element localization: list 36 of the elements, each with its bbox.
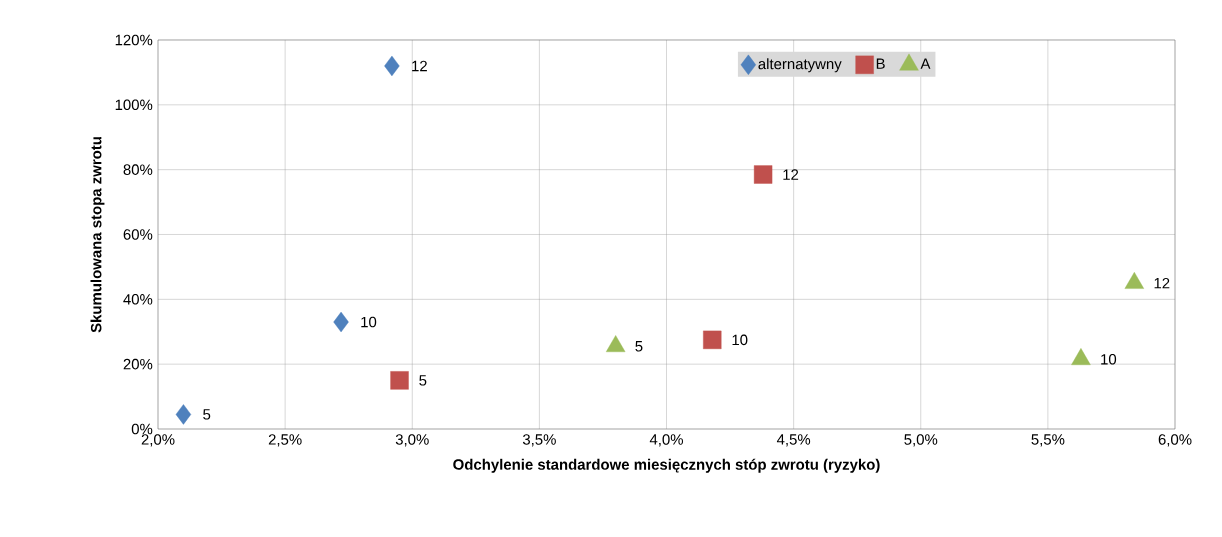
annotation: 5 — [203, 409, 211, 420]
point — [753, 165, 773, 184]
x-tick-label: 5,0% — [904, 434, 938, 447]
annotation: 5 — [635, 341, 643, 352]
point — [175, 404, 192, 425]
y-tick-label: 100% — [115, 99, 153, 111]
y-tick-label: 0% — [131, 423, 153, 435]
x-tick-label: 4,0% — [649, 434, 683, 447]
x-tick-label: 2,5% — [268, 434, 302, 447]
y-tick-label: 60% — [123, 229, 153, 240]
x-axis-title: Odchylenie standardowe miesięcznych stóp zwrotu (ryzyko) — [453, 458, 880, 473]
annotation: 5 — [419, 375, 427, 386]
point — [333, 311, 349, 333]
x-tick-label: 4,5% — [776, 434, 811, 447]
annotation: 12 — [1154, 277, 1170, 289]
point — [384, 55, 400, 77]
annotation: 10 — [361, 316, 377, 328]
y-tick-label: 80% — [123, 164, 153, 175]
x-tick-label: 3,0% — [395, 434, 429, 447]
x-tick-label: 6,0% — [1158, 434, 1192, 447]
y-tick-label: 40% — [123, 294, 153, 305]
annotation: 12 — [783, 169, 799, 180]
x-tick-label: 5,5% — [1031, 434, 1065, 447]
x-tick-label: 3,5% — [522, 434, 556, 447]
annotation: 12 — [412, 60, 427, 72]
y-tick-label: 120% — [115, 34, 153, 46]
y-tick-label: 20% — [123, 358, 153, 370]
point — [703, 330, 722, 350]
point — [390, 371, 409, 390]
y-axis-title: Skumulowana stopa zwrotu — [90, 137, 105, 333]
legend-label: B — [876, 58, 885, 69]
legend-label: alternatywny — [758, 58, 842, 73]
annotation: 10 — [1101, 354, 1117, 365]
x-tick-label: 2,0% — [141, 434, 175, 447]
annotation: 10 — [732, 334, 748, 346]
legend-label: A — [920, 58, 931, 69]
